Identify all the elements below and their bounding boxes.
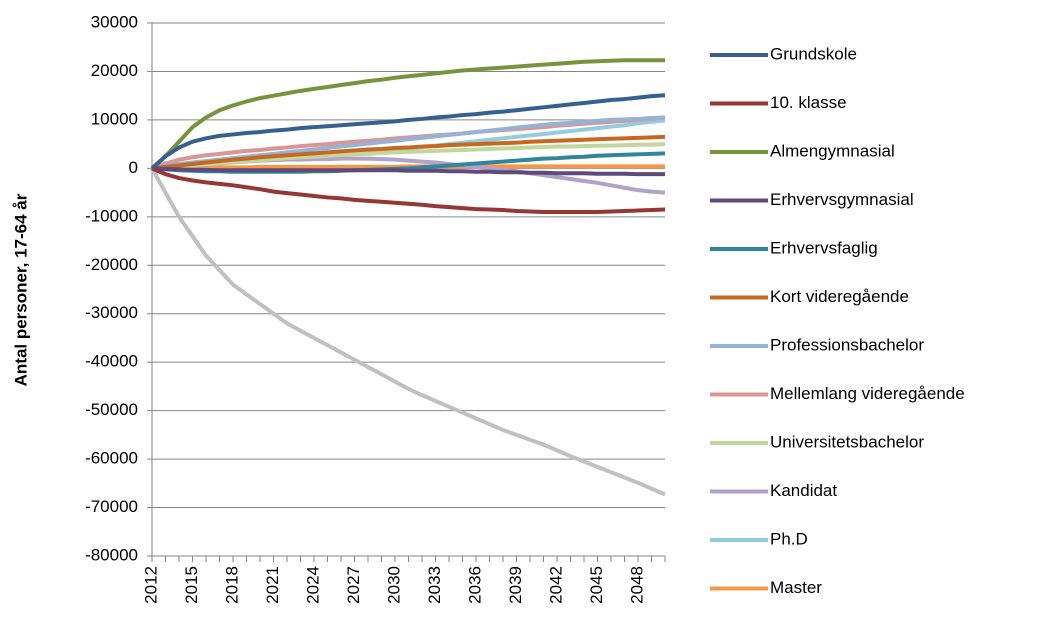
y-tick-label: 0 <box>129 158 138 177</box>
legend-label: Erhvervsgymnasial <box>770 190 914 209</box>
legend-label: Grundskole <box>770 44 857 63</box>
y-tick-label: -70000 <box>85 497 138 516</box>
y-tick-label: -20000 <box>85 255 138 274</box>
y-tick-label: -80000 <box>85 545 138 564</box>
series-line <box>150 58 665 170</box>
y-tick-label: -60000 <box>85 449 138 468</box>
y-tick-label: 30000 <box>91 12 138 31</box>
y-tick-label: -50000 <box>85 400 138 419</box>
legend-label: Kort videregående <box>770 287 909 306</box>
x-tick-label: 2033 <box>425 566 444 604</box>
legend-label: 10. klasse <box>770 93 847 112</box>
legend-label: Universitetsbachelor <box>770 432 924 451</box>
legend-label: Ph.D <box>770 529 808 548</box>
x-tick-label: 2012 <box>141 566 160 604</box>
x-tick-label: 2039 <box>506 566 525 604</box>
series-line <box>151 142 666 171</box>
legend-label: Kandidat <box>770 481 837 500</box>
x-tick-label: 2030 <box>384 566 403 604</box>
y-tick-label: -40000 <box>85 352 138 371</box>
series-line <box>151 166 666 214</box>
series-line <box>151 166 665 177</box>
legend-label: Professionsbachelor <box>770 335 924 354</box>
series-line <box>150 93 666 170</box>
y-tick-label: -30000 <box>85 303 138 322</box>
x-tick-label: 2045 <box>587 566 606 604</box>
x-tick-label: 2024 <box>303 566 322 604</box>
legend-label: Master <box>770 578 822 597</box>
legend-label: Erhvervsfaglig <box>770 238 878 257</box>
y-tick-label: -10000 <box>85 206 138 225</box>
x-tick-label: 2021 <box>263 566 282 604</box>
x-tick-label: 2048 <box>627 566 646 604</box>
series-line <box>150 167 666 497</box>
legend-label: Mellemlang videregående <box>770 384 965 403</box>
x-tick-label: 2015 <box>182 566 201 604</box>
y-tick-label: 20000 <box>91 61 138 80</box>
series-line <box>151 134 666 171</box>
y-tick-label: 10000 <box>91 109 138 128</box>
x-tick-label: 2018 <box>222 566 241 604</box>
y-axis-title: Antal personer, 17-64 år <box>11 193 30 386</box>
legend-label: Almengymnasial <box>770 141 895 160</box>
x-tick-label: 2036 <box>465 566 484 604</box>
x-tick-label: 2042 <box>546 566 565 604</box>
x-tick-label: 2027 <box>344 566 363 604</box>
